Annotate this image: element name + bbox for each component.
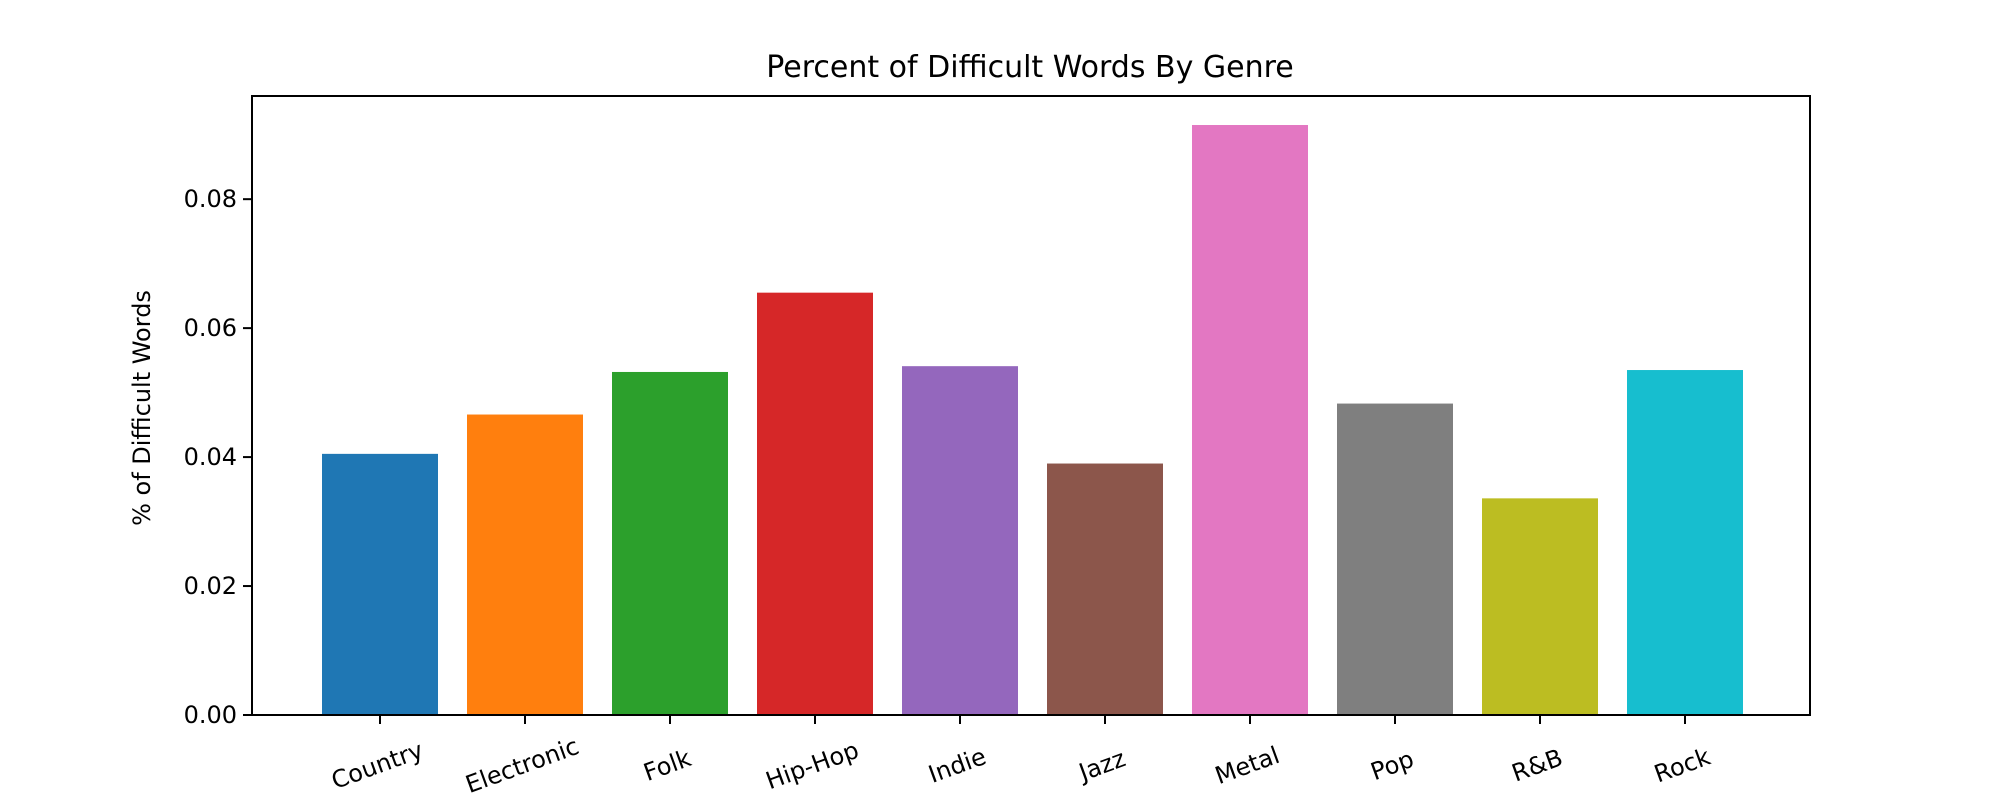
x-tick-label: Pop: [1367, 745, 1417, 786]
y-tick-label: 0.08: [184, 185, 237, 213]
x-tick-label: Metal: [1211, 741, 1283, 790]
x-tick-label: Rock: [1651, 742, 1715, 788]
bar-country: [322, 453, 438, 715]
bar-rock: [1627, 370, 1743, 715]
x-tick-label: Hip-Hop: [762, 736, 862, 795]
x-tick-label: Electronic: [462, 732, 583, 799]
y-tick-label: 0.06: [184, 314, 237, 342]
bars-group: [322, 125, 1743, 715]
y-tick-label: 0.00: [184, 701, 237, 729]
bar-indie: [902, 366, 1018, 715]
plot-frame: [251, 95, 1811, 716]
bar-hip-hop: [757, 292, 873, 715]
y-axis-label: % of Difficult Words: [128, 290, 156, 526]
bar-pop: [1337, 403, 1453, 715]
y-tick-label: 0.04: [184, 443, 237, 471]
bar-metal: [1192, 125, 1308, 715]
x-axis: Country Electronic Folk Hip-Hop Indie Jazz Met…: [328, 715, 1714, 799]
x-tick-label: Country: [328, 736, 427, 795]
bar-electronic: [467, 414, 583, 715]
bar-r-b: [1482, 498, 1598, 715]
x-tick-label: Folk: [640, 744, 695, 787]
x-tick-label: R&B: [1508, 743, 1566, 787]
x-tick-label: Indie: [925, 742, 990, 788]
y-tick-label: 0.02: [184, 572, 237, 600]
x-tick-label: Jazz: [1074, 744, 1130, 787]
bar-jazz: [1047, 463, 1163, 715]
chart-title: Percent of Difficult Words By Genre: [766, 50, 1293, 85]
bar-folk: [612, 371, 728, 715]
y-axis: 0.00 0.02 0.04 0.06 0.08: [184, 185, 252, 729]
